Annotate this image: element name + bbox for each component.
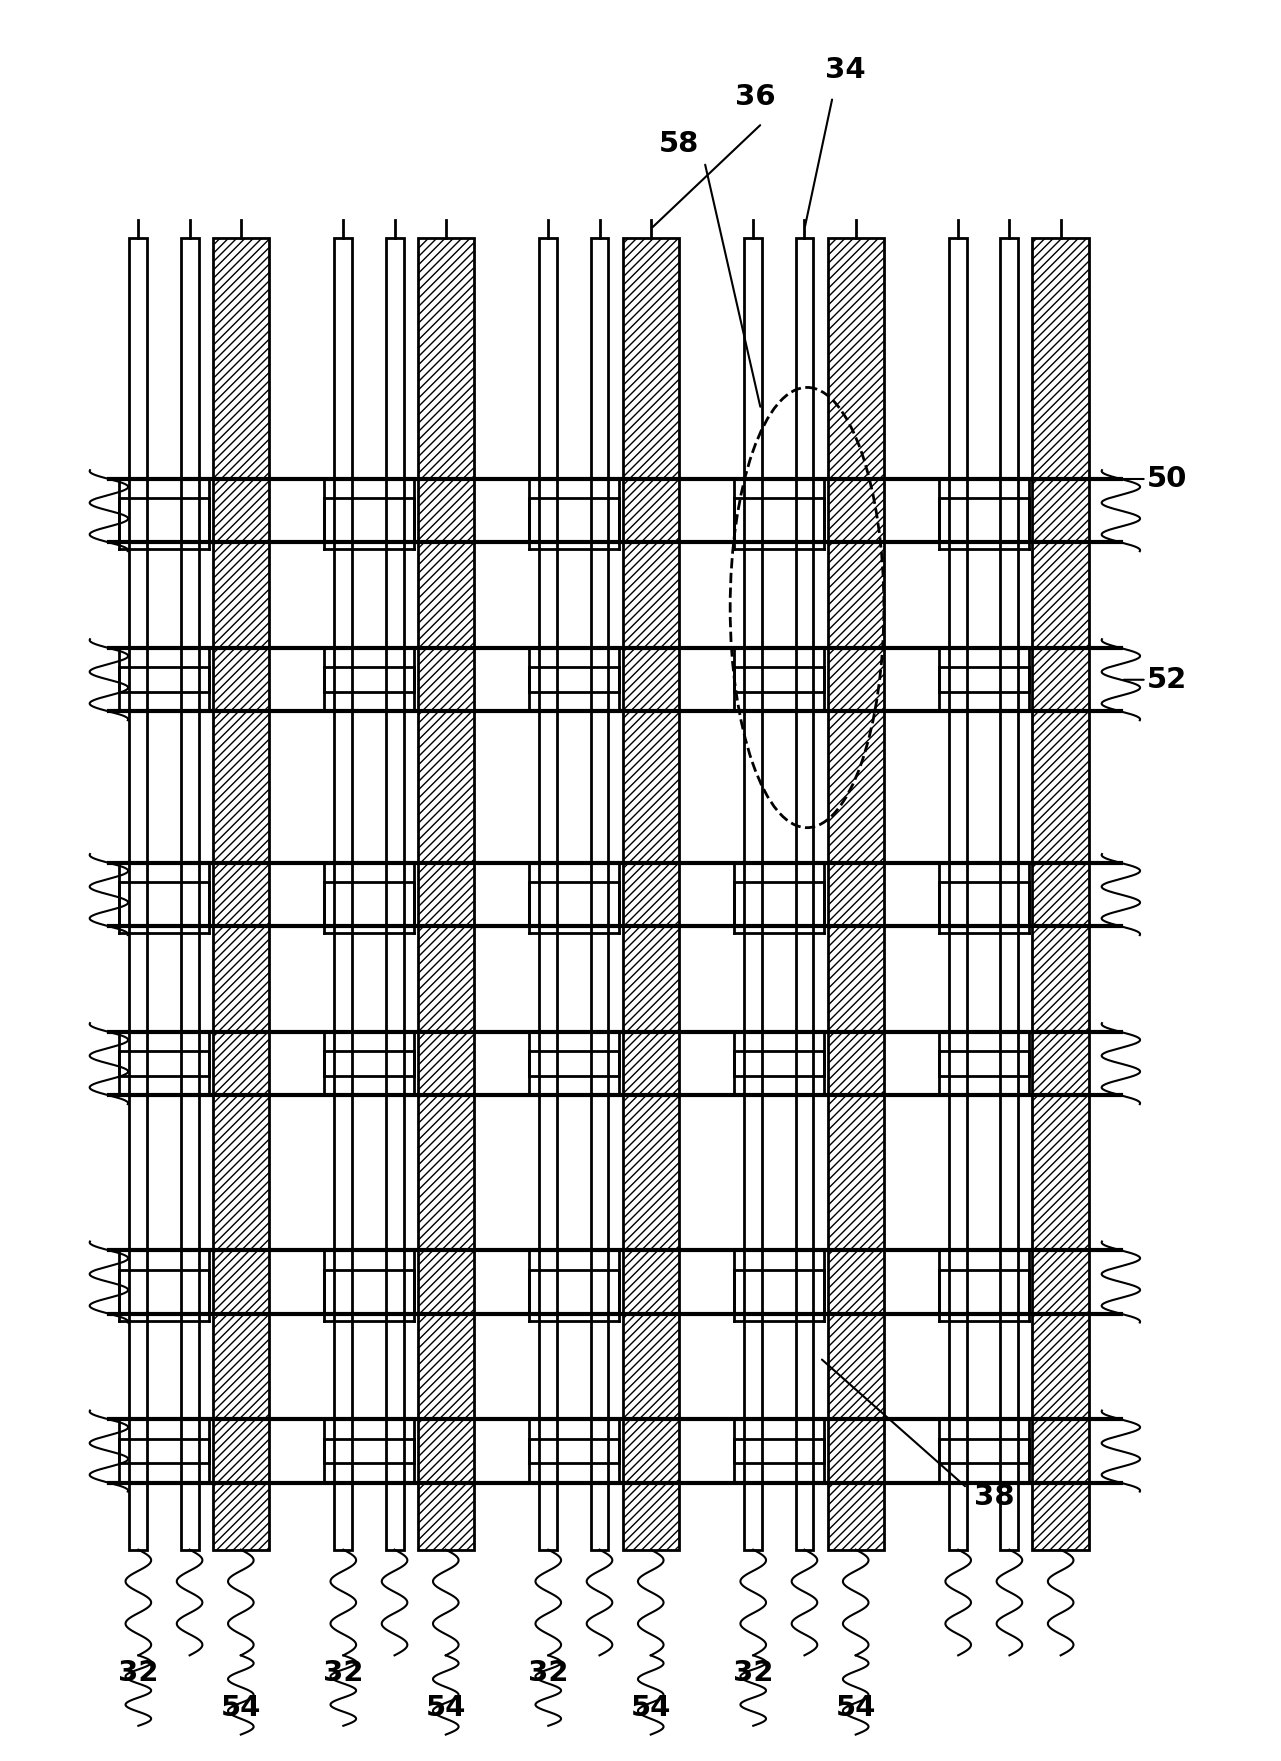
Text: 52: 52 [1146,666,1186,694]
Text: 38: 38 [974,1483,1015,1511]
Bar [418,238,474,1550]
Text: 32: 32 [118,1659,159,1687]
Text: 58: 58 [658,130,699,158]
Text: 54: 54 [220,1694,261,1722]
Bar [539,238,557,1550]
Bar [796,238,813,1550]
Bar [623,238,679,1550]
Text: 34: 34 [825,56,866,85]
Text: 32: 32 [323,1659,364,1687]
Text: 50: 50 [1146,465,1187,493]
Bar [213,238,269,1550]
Text: 54: 54 [835,1694,876,1722]
Text: 54: 54 [630,1694,671,1722]
Text: 32: 32 [528,1659,569,1687]
Bar [1032,238,1089,1550]
Bar [828,238,884,1550]
Bar [591,238,608,1550]
Bar [1000,238,1018,1550]
Bar [744,238,762,1550]
Bar [129,238,147,1550]
Bar [386,238,404,1550]
Text: 54: 54 [425,1694,466,1722]
Bar [949,238,967,1550]
Bar [334,238,352,1550]
Text: 36: 36 [735,83,776,111]
Bar [181,238,199,1550]
Text: 32: 32 [733,1659,774,1687]
